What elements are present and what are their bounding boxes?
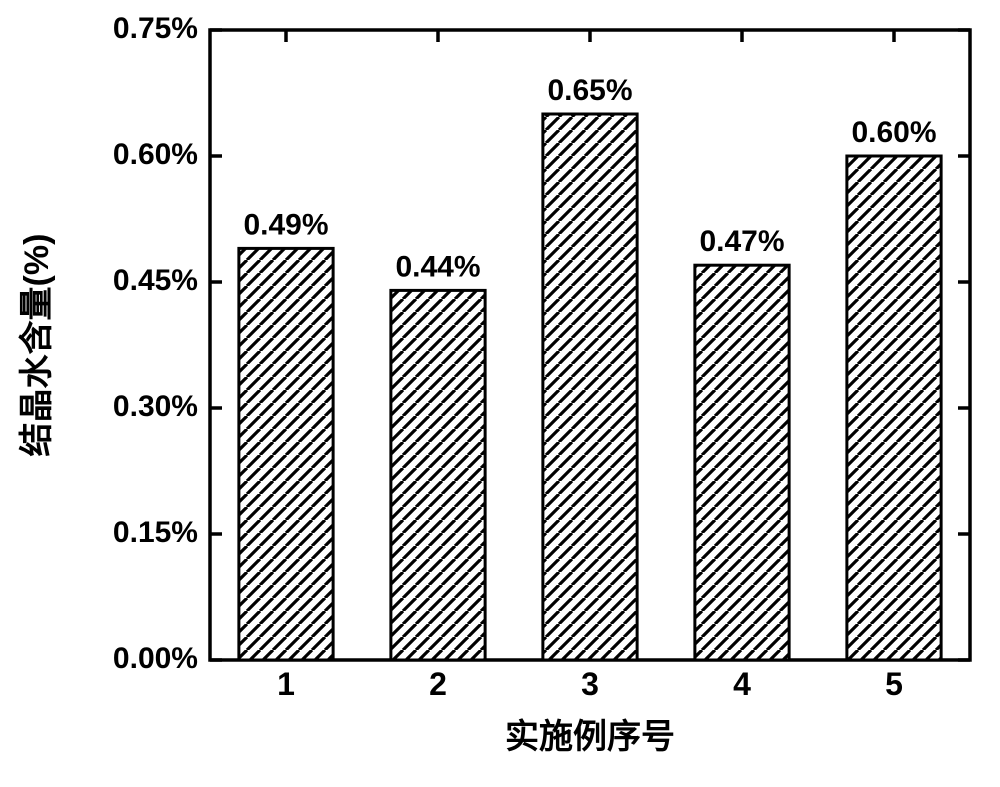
bar [391,290,485,660]
x-axis-title: 实施例序号 [505,718,675,756]
bar [695,265,789,660]
bar-value-label: 0.47% [699,225,784,258]
y-tick-label: 0.45% [113,264,198,297]
bars-group [239,114,941,660]
bar-value-label: 0.65% [547,74,632,107]
bar [239,248,333,660]
bar-value-label: 0.44% [395,250,480,283]
x-tick-label: 5 [885,666,903,702]
x-tick-label: 1 [277,666,295,702]
y-tick-label: 0.30% [113,390,198,423]
bar-value-label: 0.49% [243,208,328,241]
bar [847,156,941,660]
bar-chart: 0.00% 0.15% 0.30% 0.45% 0.60% 0.75% 1 2 3 4 5 0.4… [0,0,1000,787]
bar-value-label: 0.60% [851,116,936,149]
y-tick-label: 0.60% [113,138,198,171]
bar [543,114,637,660]
x-tick-label: 3 [581,666,599,702]
y-tick-label: 0.15% [113,516,198,549]
y-tick-label: 0.00% [113,642,198,675]
y-axis-title: 结晶水含量(%) [18,234,56,457]
x-tick-label: 2 [429,666,447,702]
x-tick-label: 4 [733,666,751,702]
chart-container: 0.00% 0.15% 0.30% 0.45% 0.60% 0.75% 1 2 3 4 5 0.4… [0,0,1000,787]
y-tick-label: 0.75% [113,12,198,45]
